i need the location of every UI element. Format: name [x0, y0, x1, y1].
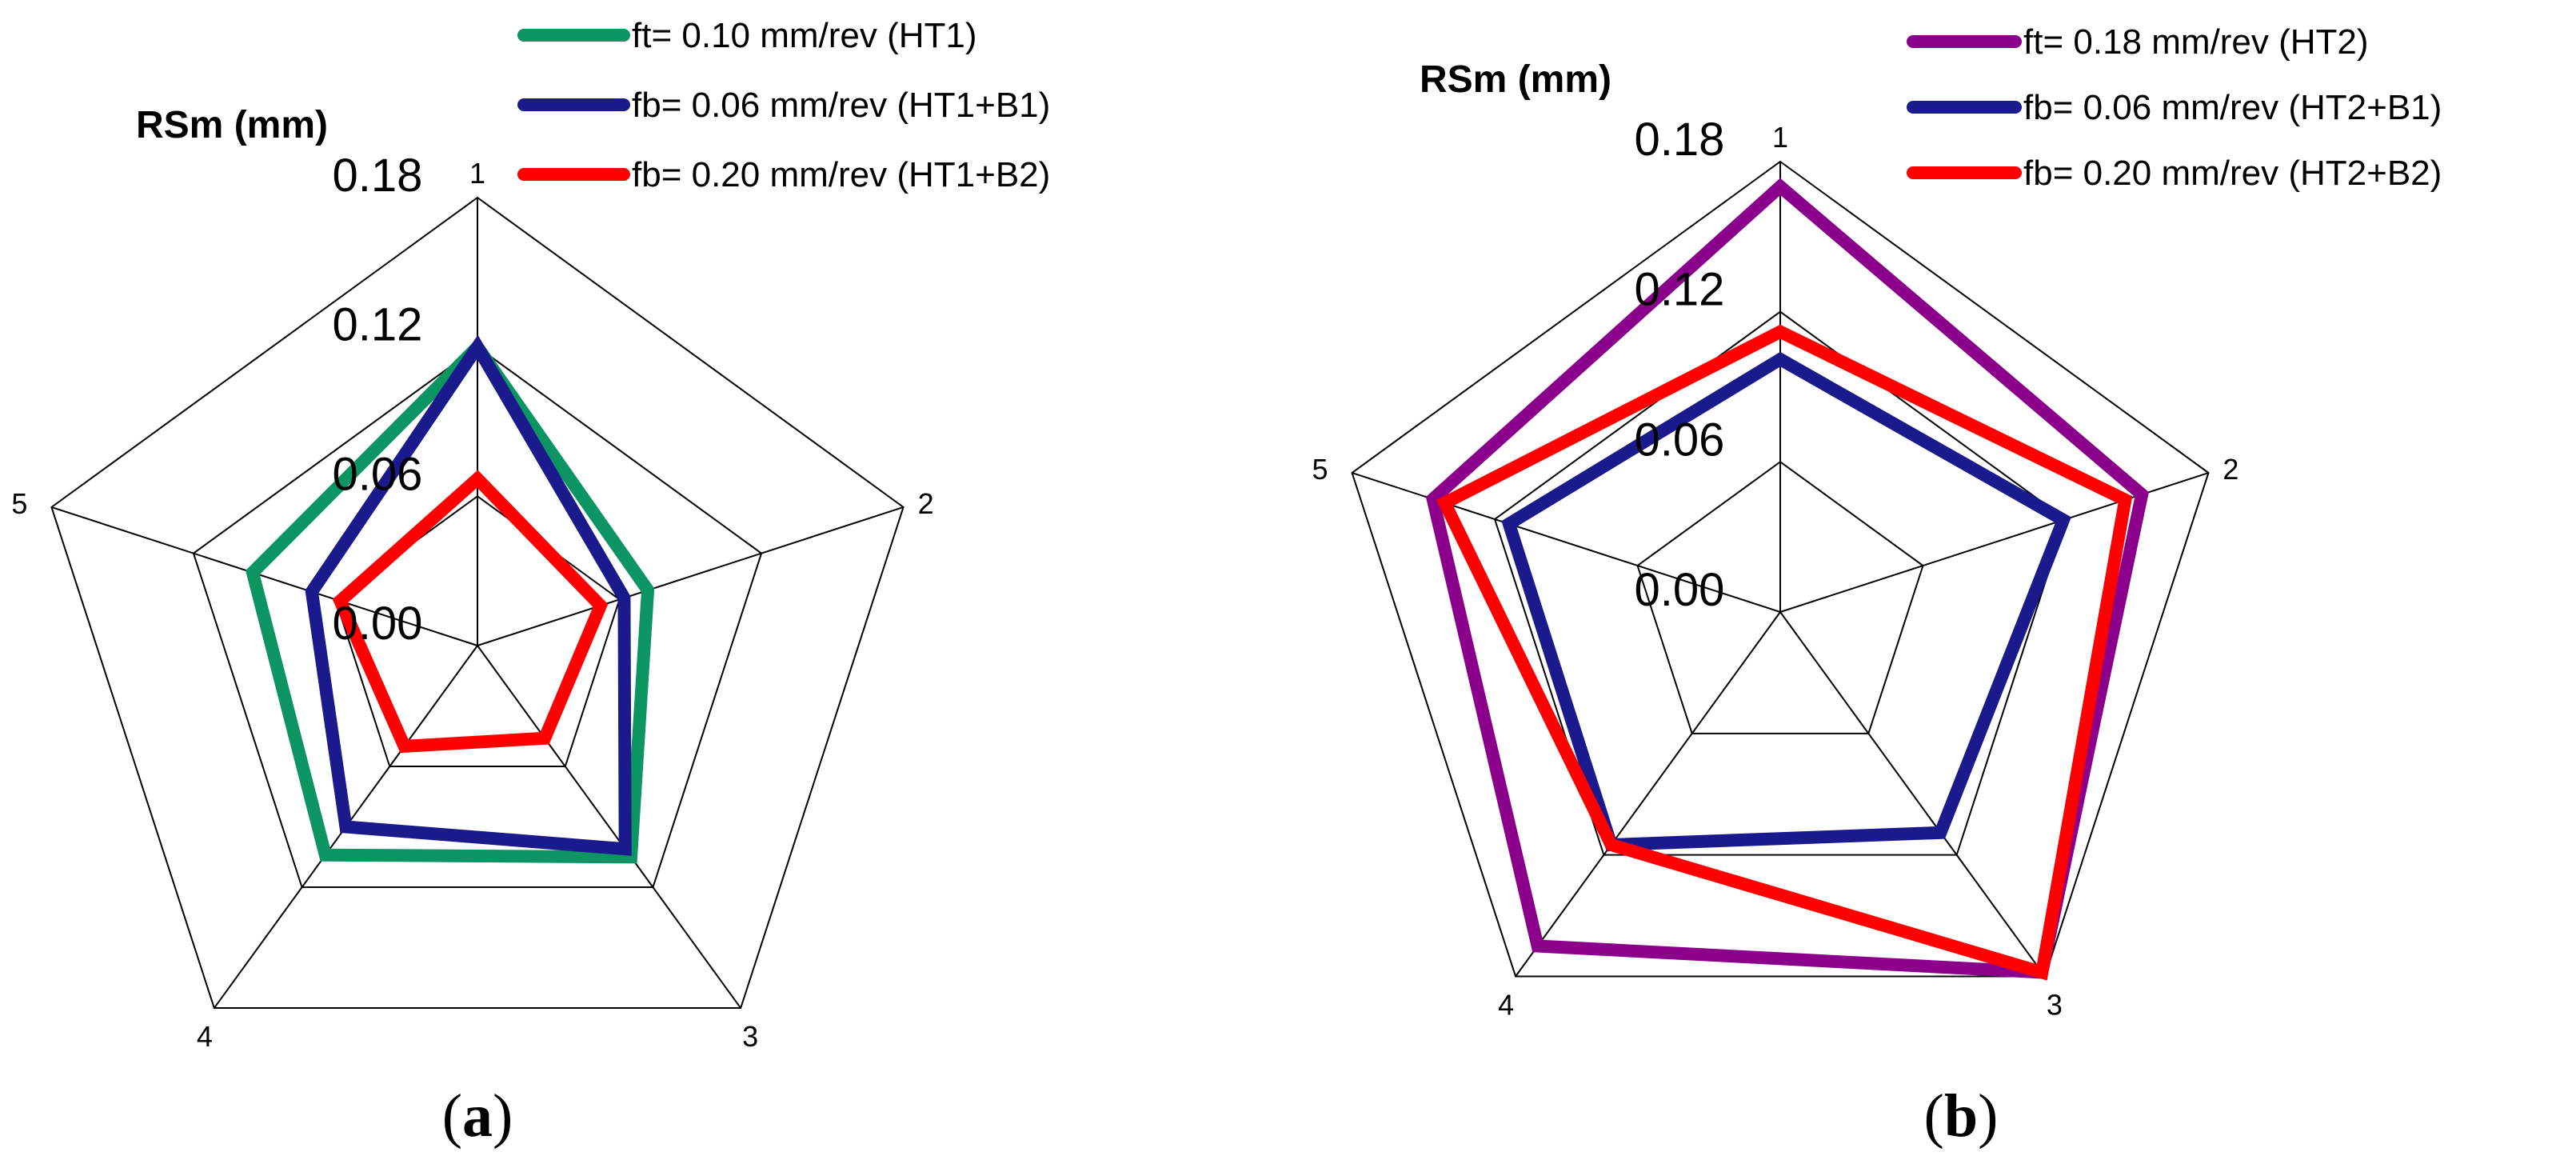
grid-ring [50, 196, 905, 1010]
legend-label: ft= 0.10 mm/rev (HT1) [632, 16, 977, 55]
legend-label: fb= 0.20 mm/rev (HT1+B2) [632, 155, 1050, 194]
panel-label: (a) [442, 1082, 513, 1150]
axis-title: RSm (mm) [1420, 58, 1611, 101]
grid-ring [192, 346, 763, 889]
radar-chart-a: 0.00 0.06 0.12 0.18 1 2 3 4 5 RSm (mm) ft= 0.10 mm… [11, 16, 1050, 1150]
grid-spoke [1352, 472, 1781, 613]
category-label: 4 [197, 1020, 213, 1053]
legend-label: ft= 0.18 mm/rev (HT2) [2023, 22, 2369, 62]
grid-ring [1636, 461, 1924, 734]
panel-label: (b) [1924, 1082, 1999, 1150]
radar-chart-b: 0.00 0.06 0.12 0.18 1 2 3 4 5 RSm (mm) ft= 0.18 mm… [1312, 22, 2442, 1150]
grid-spoke [51, 506, 478, 646]
legend-label: fb= 0.06 mm/rev (HT2+B1) [2023, 88, 2442, 127]
series-line [1501, 351, 2071, 852]
series-line [332, 470, 609, 754]
grid-spoke [1515, 611, 1781, 978]
category-label: 3 [2047, 988, 2063, 1021]
grid-ring [1351, 160, 2210, 978]
grid-spoke [1779, 611, 2046, 978]
grid-ring [1493, 310, 2067, 856]
category-label: 5 [1312, 453, 1328, 486]
tick-label: 0.06 [1635, 414, 1725, 466]
series-line [1436, 324, 2133, 981]
tick-label: 0.00 [333, 598, 423, 650]
axis-title: RSm (mm) [136, 104, 328, 146]
tick-label: 0.18 [333, 150, 423, 202]
category-label: 1 [1772, 121, 1788, 154]
category-label: 2 [918, 487, 934, 520]
tick-label: 0.12 [333, 299, 423, 351]
tick-label: 0.00 [1635, 564, 1725, 616]
category-label: 1 [469, 157, 485, 190]
category-label: 3 [742, 1020, 758, 1053]
series-line [305, 334, 632, 856]
grid-spoke [477, 645, 741, 1009]
category-label: 2 [2223, 453, 2239, 486]
series-line [246, 337, 655, 864]
legend-label: fb= 0.20 mm/rev (HT2+B2) [2023, 154, 2442, 193]
legend-label: fb= 0.06 mm/rev (HT1+B1) [632, 86, 1050, 125]
tick-label: 0.18 [1635, 114, 1725, 166]
tick-label: 0.06 [333, 448, 423, 500]
grid-spoke [477, 506, 904, 646]
category-label: 4 [1498, 988, 1514, 1021]
category-label: 5 [11, 487, 27, 520]
series-line [1425, 178, 2149, 979]
tick-label: 0.12 [1635, 264, 1725, 316]
